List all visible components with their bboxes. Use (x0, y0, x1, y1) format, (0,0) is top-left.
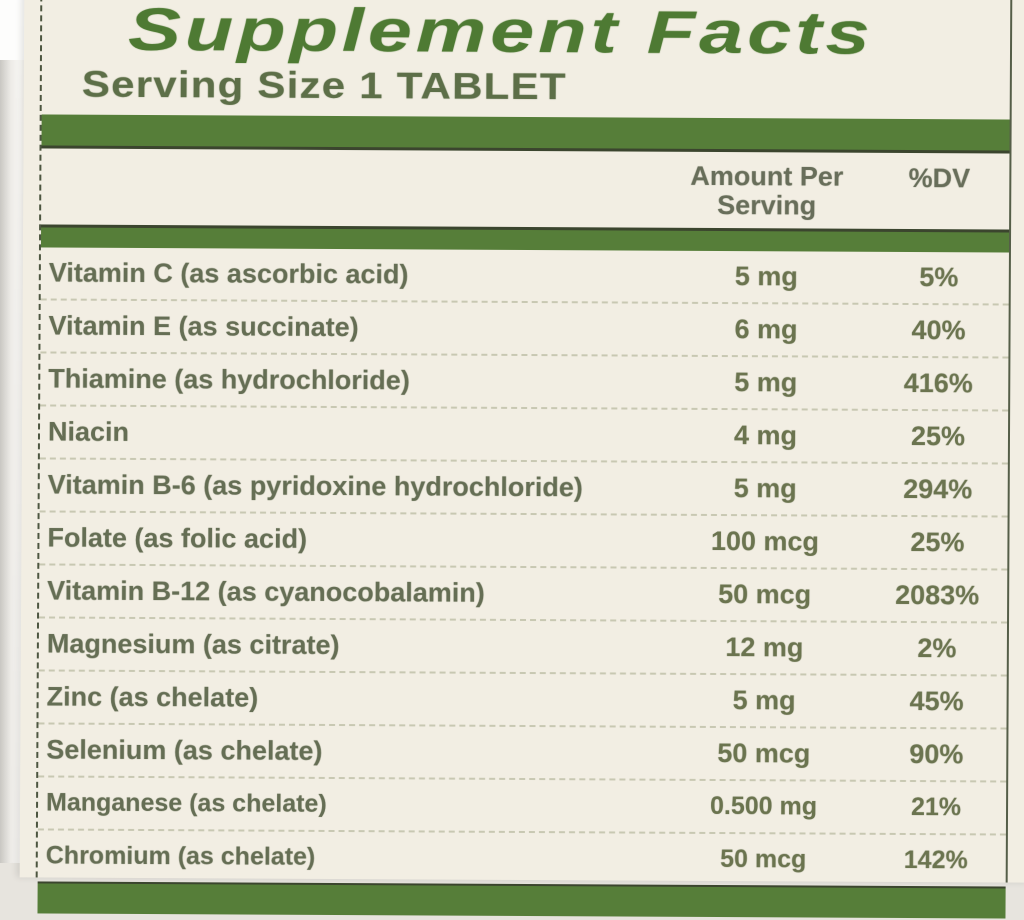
nutrient-name: Thiamine (as hydrochloride) (48, 363, 410, 396)
amount-per-serving-header: Amount Per Serving (664, 160, 869, 221)
nutrient-dv: 416% (903, 367, 973, 399)
nutrient-name: Niacin (47, 416, 130, 447)
nutrient-name: Vitamin B-6 (as pyridoxine hydrochloride… (47, 469, 583, 503)
table-row: Vitamin E (as succinate) 6 mg 40% (40, 300, 1009, 359)
nutrient-dv: 25% (910, 421, 966, 452)
supplement-label: Supplement Facts Serving Size 1 TABLET A… (19, 0, 1024, 919)
nutrient-dv: 5% (919, 262, 959, 293)
nutrient-dv: 25% (910, 527, 965, 558)
panel-title: Supplement Facts (127, 0, 874, 67)
serving-size: Serving Size 1 TABLET (81, 63, 567, 108)
table-row: Folate (as folic acid) 100 mcg 25% (39, 512, 1008, 571)
table-row: Selenium (as chelate) 50 mcg 90% (38, 724, 1007, 783)
nutrient-amount: 100 mcg (710, 525, 820, 557)
separator-bar-bottom (37, 881, 1006, 919)
nutrient-amount: 4 mg (733, 420, 798, 451)
table-row: Vitamin C (as ascorbic acid) 5 mg 5% (40, 247, 1009, 306)
nutrient-table: Vitamin C (as ascorbic acid) 5 mg 5% Vit… (37, 247, 1009, 886)
nutrient-dv: 142% (903, 845, 968, 875)
table-row: Chromium (as chelate) 50 mcg 142% (38, 830, 1006, 886)
nutrient-dv: 294% (903, 473, 973, 505)
table-row: Thiamine (as hydrochloride) 5 mg 416% (40, 353, 1009, 412)
nutrient-name: Chromium (as chelate) (45, 841, 316, 871)
nutrient-name: Vitamin C (as ascorbic acid) (48, 257, 409, 290)
column-headers: Amount Per Serving %DV (41, 148, 1009, 229)
nutrient-amount: 5 mg (732, 685, 796, 716)
nutrient-name: Selenium (as chelate) (46, 734, 323, 766)
nutrient-dv: 45% (909, 686, 964, 717)
table-row: Vitamin B-12 (as cyanocobalamin) 50 mcg … (39, 565, 1008, 624)
table-row: Magnesium (as citrate) 12 mg 2% (38, 618, 1008, 677)
nutrient-amount: 5 mg (734, 367, 798, 398)
table-row: Manganese (as chelate) 0.500 mg 21% (37, 777, 1007, 836)
nutrient-amount: 50 mcg (720, 845, 807, 874)
dv-header: %DV (908, 162, 971, 194)
nutrient-amount: 5 mg (734, 261, 798, 292)
nutrient-name: Folate (as folic acid) (47, 522, 308, 554)
table-row: Niacin 4 mg 25% (39, 406, 1009, 465)
nutrient-amount: 12 mg (725, 632, 804, 663)
nutrient-amount: 0.500 mg (709, 791, 818, 821)
nutrient-name: Magnesium (as citrate) (46, 628, 340, 661)
amount-header-line1: Amount Per (690, 160, 844, 192)
nutrient-amount: 5 mg (733, 473, 797, 504)
nutrient-amount: 6 mg (734, 314, 798, 345)
nutrient-name: Vitamin B-12 (as cyanocobalamin) (47, 575, 485, 608)
amount-header-line2: Serving (717, 190, 817, 221)
nutrient-amount: 50 mcg (718, 579, 812, 610)
nutrient-dv: 40% (911, 315, 966, 346)
nutrient-dv: 90% (909, 739, 964, 770)
nutrient-dv: 2083% (895, 579, 980, 611)
nutrient-name: Manganese (as chelate) (45, 788, 327, 818)
nutrient-name: Vitamin E (as succinate) (48, 310, 359, 343)
table-row: Zinc (as chelate) 5 mg 45% (38, 671, 1007, 730)
facts-panel: Supplement Facts Serving Size 1 TABLET A… (35, 0, 1013, 919)
nutrient-amount: 50 mcg (717, 738, 811, 769)
separator-bar-top (41, 114, 1010, 154)
nutrient-name: Zinc (as chelate) (46, 681, 259, 713)
nutrient-dv: 2% (917, 633, 957, 664)
nutrient-dv: 21% (910, 793, 962, 822)
table-row: Vitamin B-6 (as pyridoxine hydrochloride… (39, 459, 1008, 518)
